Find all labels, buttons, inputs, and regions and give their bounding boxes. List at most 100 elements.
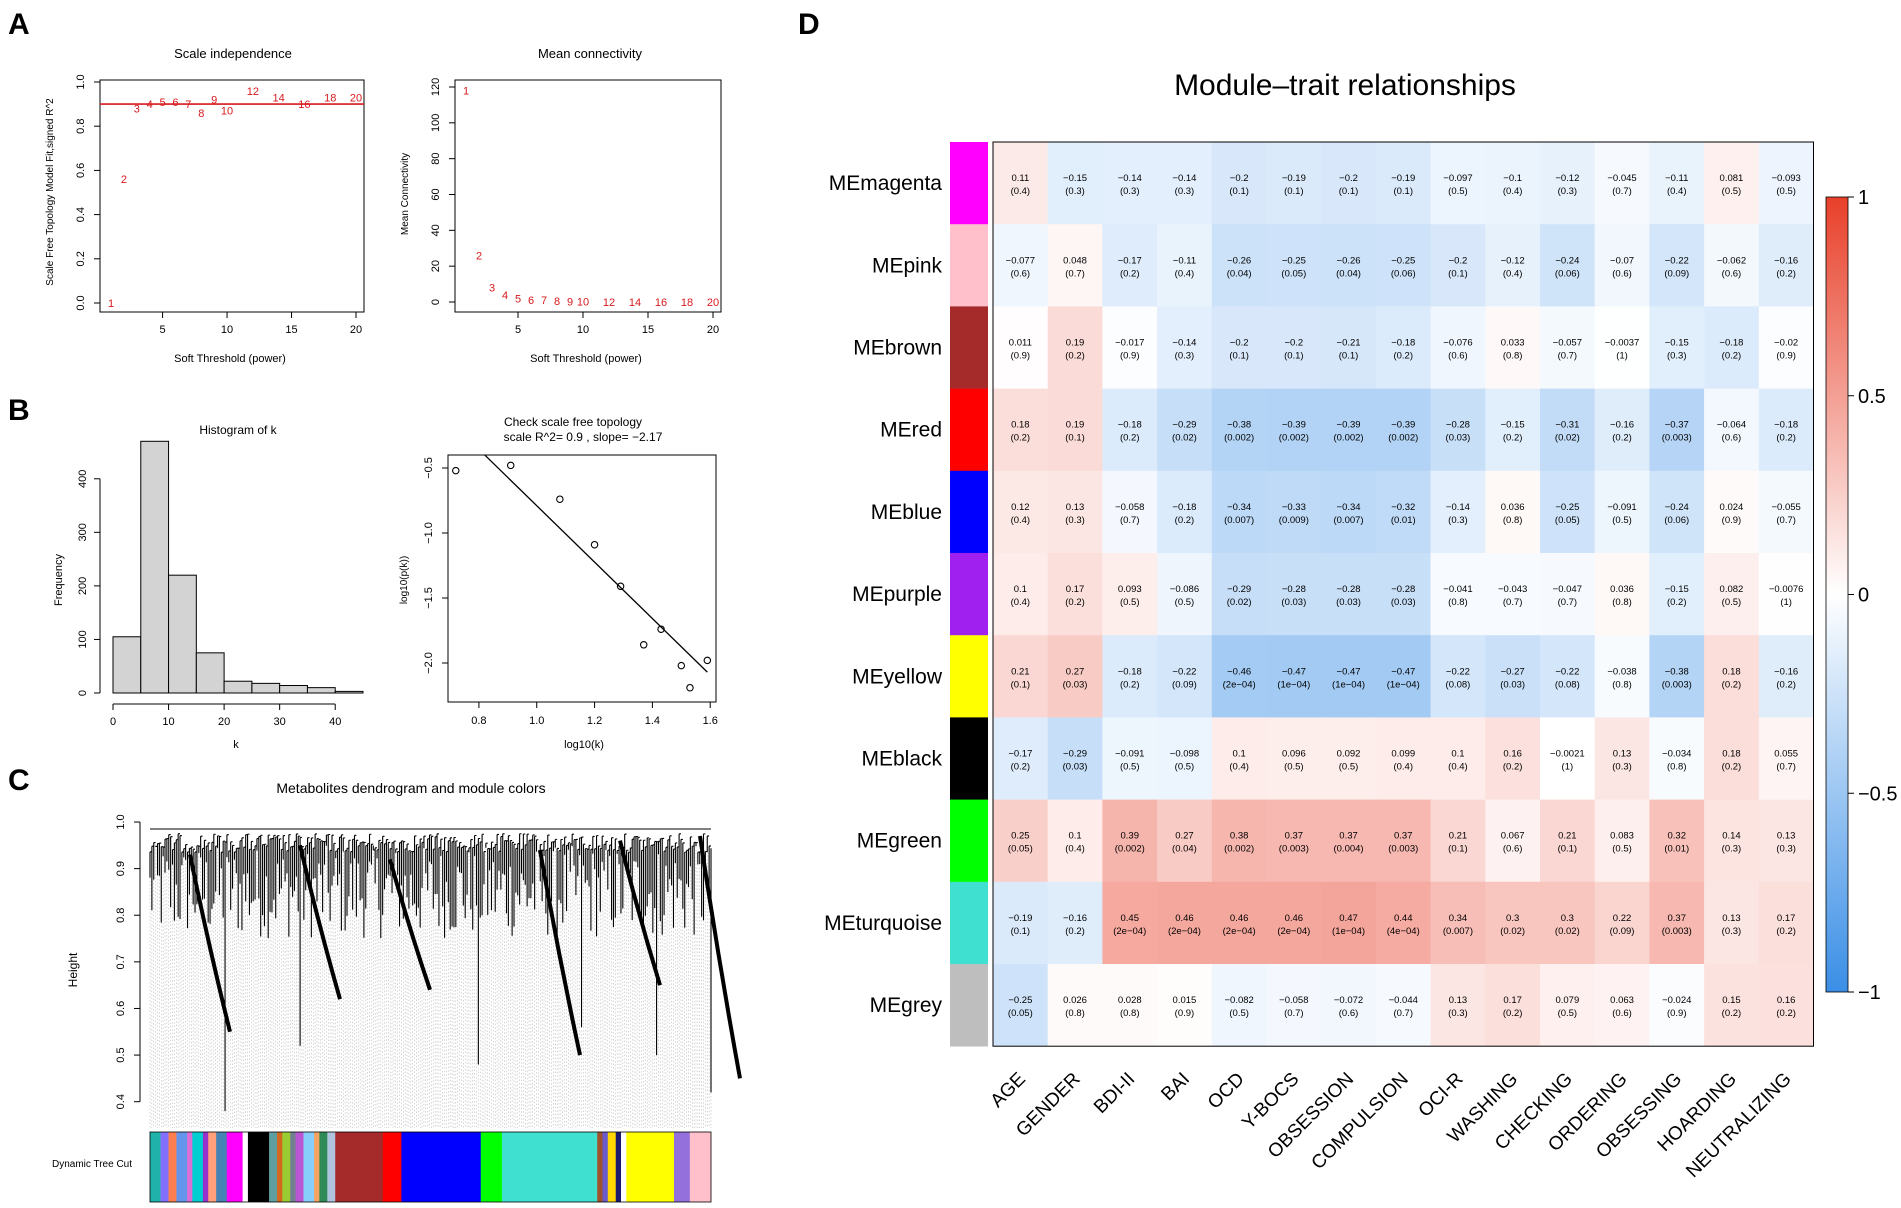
correlation-value: −0.19 [1391, 173, 1415, 184]
data-point-label: 3 [134, 104, 140, 116]
p-value: (0.09) [1610, 926, 1635, 937]
y-tick-label: 0.0 [75, 295, 87, 310]
histogram-bar [140, 440, 170, 694]
data-point-label: 10 [221, 106, 233, 118]
data-point-label: 3 [489, 283, 495, 295]
p-value: (0.7) [1776, 515, 1796, 526]
correlation-value: −0.18 [1118, 420, 1142, 431]
correlation-value: 0.34 [1449, 913, 1468, 924]
scale-free-topology-chart: Check scale free topology scale R^2= 0.9… [399, 415, 718, 751]
p-value: (0.1) [1558, 844, 1578, 855]
correlation-value: −0.21 [1337, 338, 1361, 349]
p-value: (0.3) [1722, 926, 1742, 937]
data-point-label: 18 [324, 92, 336, 104]
heatmap-cell [1540, 717, 1595, 800]
p-value: (0.002) [1388, 433, 1418, 444]
heatmap-cell [1047, 635, 1103, 718]
p-value: (0.06) [1664, 515, 1689, 526]
plot-frame [447, 454, 717, 703]
p-value: (0.8) [1448, 597, 1468, 608]
x-tick-label: 15 [285, 324, 297, 336]
correlation-value: −0.15 [1063, 173, 1087, 184]
histogram-bar [306, 687, 336, 694]
module-color-swatch [950, 635, 988, 718]
fit-line [484, 454, 708, 673]
correlation-value: 0.11 [1011, 173, 1029, 184]
y-tick-label: 0.6 [75, 163, 87, 178]
p-value: (1e−04) [1387, 679, 1420, 690]
panel-label-d: D [798, 8, 820, 41]
heatmap-cell [1321, 306, 1377, 389]
p-value: (0.4) [1393, 762, 1413, 773]
module-color-segment [480, 1132, 503, 1202]
module-color-segment [202, 1132, 209, 1202]
dense-branch-cluster [188, 854, 232, 1033]
y-tick-label: 80 [430, 153, 442, 165]
p-value: (0.3) [1175, 351, 1195, 362]
correlation-value: 0.048 [1063, 255, 1087, 266]
p-value: (0.003) [1388, 844, 1418, 855]
p-value: (0.6) [1503, 844, 1523, 855]
correlation-value: −0.16 [1774, 255, 1798, 266]
p-value: (0.2) [1065, 926, 1085, 937]
p-value: (0.002) [1333, 433, 1363, 444]
module-color-segment [168, 1132, 177, 1202]
heatmap-cell [1102, 388, 1158, 472]
correlation-value: 0.099 [1391, 749, 1415, 760]
correlation-value: −0.0076 [1769, 584, 1804, 595]
p-value: (0.7) [1120, 515, 1140, 526]
p-value: (0.1) [1065, 433, 1085, 444]
heatmap-cell [1157, 635, 1213, 718]
p-value: (0.04) [1172, 844, 1197, 855]
data-point-label: 5 [160, 97, 166, 109]
module-color-segment [602, 1132, 609, 1202]
correlation-value: 0.17 [1503, 995, 1522, 1006]
heatmap-cell [993, 717, 1048, 800]
y-tick-label: 60 [430, 188, 442, 200]
correlation-value: −0.26 [1227, 255, 1251, 266]
p-value: (0.6) [1011, 268, 1031, 279]
p-value: (0.2) [1776, 433, 1796, 444]
module-color-swatch [950, 717, 988, 800]
heatmap-cell [1704, 388, 1760, 472]
heatmap-cell [1211, 470, 1267, 554]
histogram-bar [334, 690, 364, 694]
heatmap-cell [1211, 881, 1267, 965]
data-point [452, 466, 460, 475]
correlation-value: −0.38 [1665, 666, 1689, 677]
y-tick-label: 0.4 [75, 207, 87, 222]
p-value: (0.1) [1011, 926, 1031, 937]
heatmap-cell [1540, 635, 1595, 718]
plot-frame [99, 79, 365, 313]
heatmap-cell [1375, 881, 1431, 965]
module-color-swatch [950, 306, 988, 389]
p-value: (0.3) [1667, 351, 1687, 362]
p-value: (0.1) [1284, 186, 1304, 197]
p-value: (0.4) [1667, 186, 1687, 197]
correlation-value: −0.46 [1227, 666, 1251, 677]
correlation-value: −0.19 [1008, 913, 1032, 924]
module-row-label: MEmagenta [829, 172, 943, 195]
p-value: (4e−04) [1387, 926, 1420, 937]
heatmap-cell [1157, 799, 1213, 883]
module-color-segment [327, 1132, 336, 1202]
p-value: (0.02) [1172, 433, 1197, 444]
heatmap-cell [1375, 964, 1431, 1047]
p-value: (0.5) [1722, 597, 1742, 608]
heatmap-cell [1266, 306, 1322, 389]
x-tick-label: 15 [642, 324, 654, 336]
trait-column-label: OCD [1204, 1069, 1249, 1114]
histogram-chart: Histogram of k k Frequency 0 10 20 30 400100… [53, 423, 364, 751]
data-point-label: 6 [172, 97, 178, 109]
correlation-value: −0.32 [1391, 502, 1415, 513]
correlation-value: 0.16 [1503, 749, 1522, 760]
correlation-value: −0.18 [1391, 338, 1415, 349]
y-tick-label: 1.0 [115, 814, 127, 829]
y-tick-label: 100 [77, 630, 89, 648]
histogram-bar [223, 680, 253, 694]
data-point-label: 8 [198, 108, 204, 120]
y-axis-label: Frequency [53, 554, 65, 606]
heatmap-cell [1047, 964, 1103, 1047]
correlation-value: −0.1 [1503, 173, 1522, 184]
heatmap-cell [1157, 717, 1213, 800]
